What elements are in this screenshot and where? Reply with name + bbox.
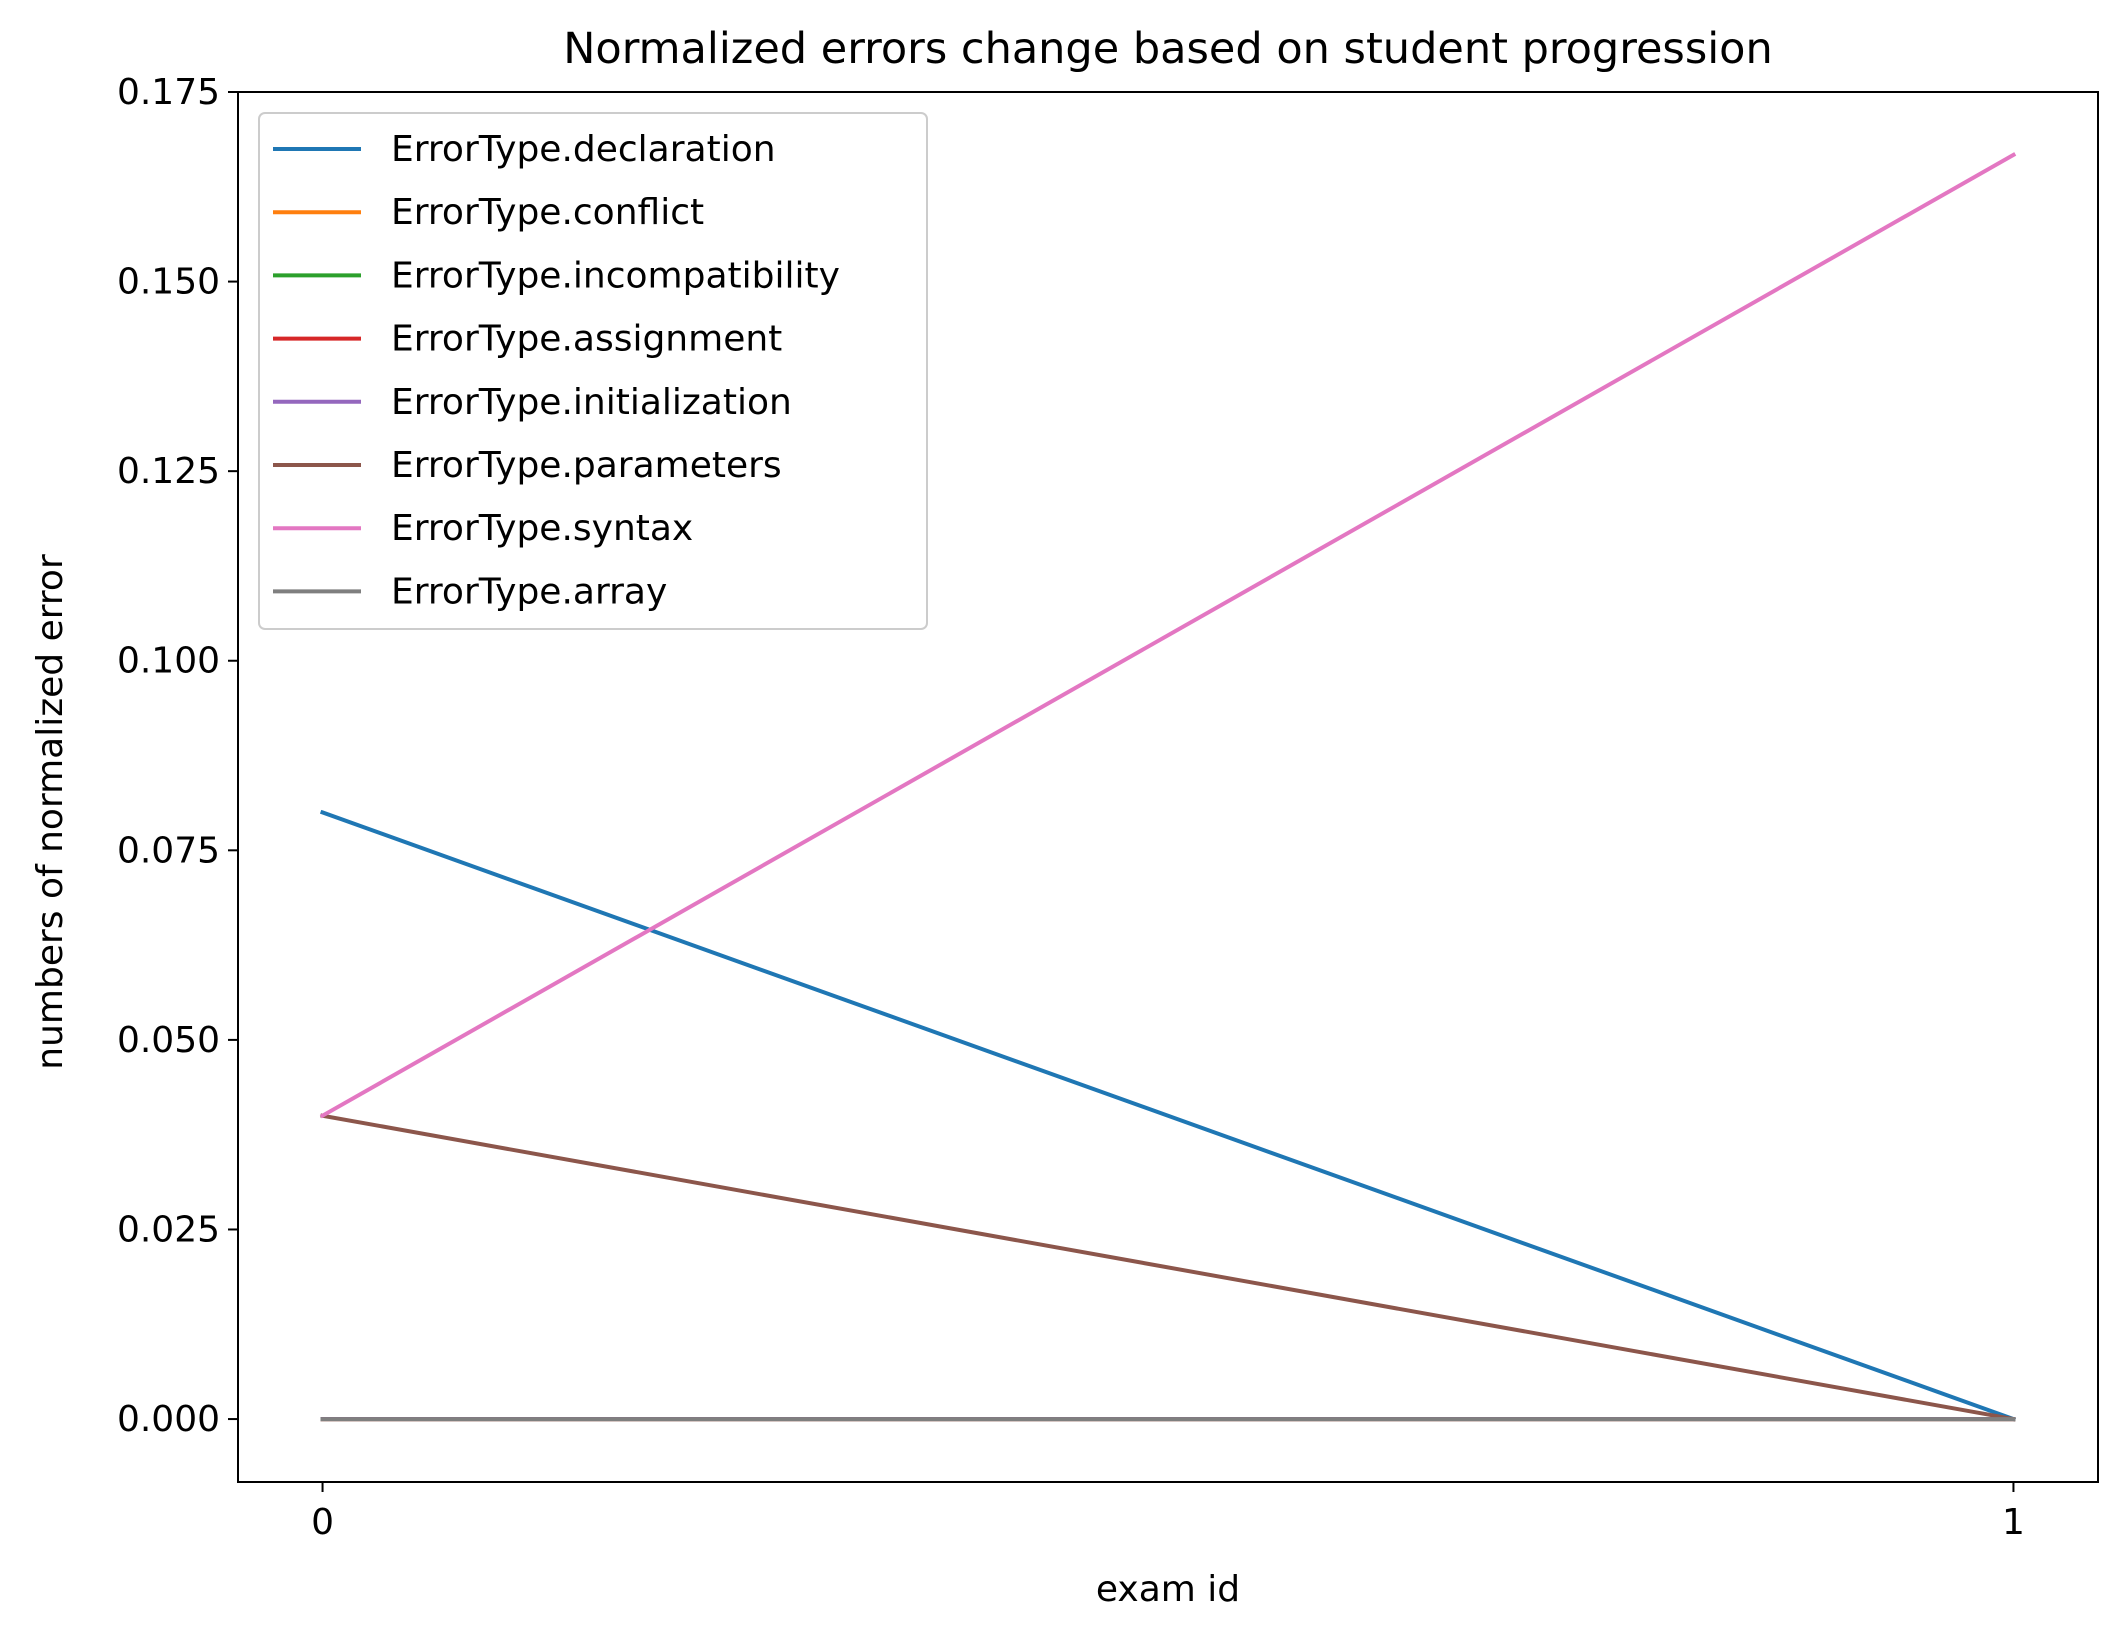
series-line-5	[320, 1113, 2016, 1422]
series-layer	[319, 152, 2017, 1422]
legend: ErrorType.declaration ErrorType.conflict E…	[258, 112, 928, 630]
plot-frame	[237, 91, 2099, 1483]
legend-label: ErrorType.assignment	[391, 319, 782, 360]
series-line-0	[319, 809, 2017, 1422]
legend-label: ErrorType.parameters	[391, 445, 782, 486]
x-tick-label: 1	[2002, 1502, 2025, 1543]
y-tick-label: 0.100	[117, 641, 220, 682]
y-tick-label: 0.050	[117, 1020, 220, 1061]
y-tick-label: 0.000	[117, 1399, 220, 1440]
y-tick-label: 0.150	[117, 262, 220, 303]
series-line-6	[319, 152, 2017, 1119]
legend-label: ErrorType.initialization	[391, 382, 792, 423]
chart-title: Normalized errors change based on studen…	[563, 24, 1772, 74]
y-tick-label: 0.075	[117, 830, 220, 871]
legend-box	[258, 112, 928, 630]
y-tick-label: 0.175	[117, 72, 220, 113]
x-axis-label: exam id	[1096, 1569, 1240, 1610]
legend-label: ErrorType.conflict	[391, 192, 704, 233]
y-tick-label: 0.125	[117, 451, 220, 492]
legend-label: ErrorType.declaration	[391, 129, 776, 170]
tick-layer: 0.000 0.025 0.050 0.075 0.100 0.125 0.150 0.175…	[117, 72, 2025, 1543]
y-tick-label: 0.025	[117, 1209, 220, 1250]
x-tick-label: 0	[311, 1502, 334, 1543]
legend-label: ErrorType.syntax	[391, 508, 693, 549]
y-axis-label: numbers of normalized error	[30, 554, 71, 1070]
legend-label: ErrorType.incompatibility	[391, 255, 840, 296]
legend-label: ErrorType.array	[391, 571, 667, 612]
